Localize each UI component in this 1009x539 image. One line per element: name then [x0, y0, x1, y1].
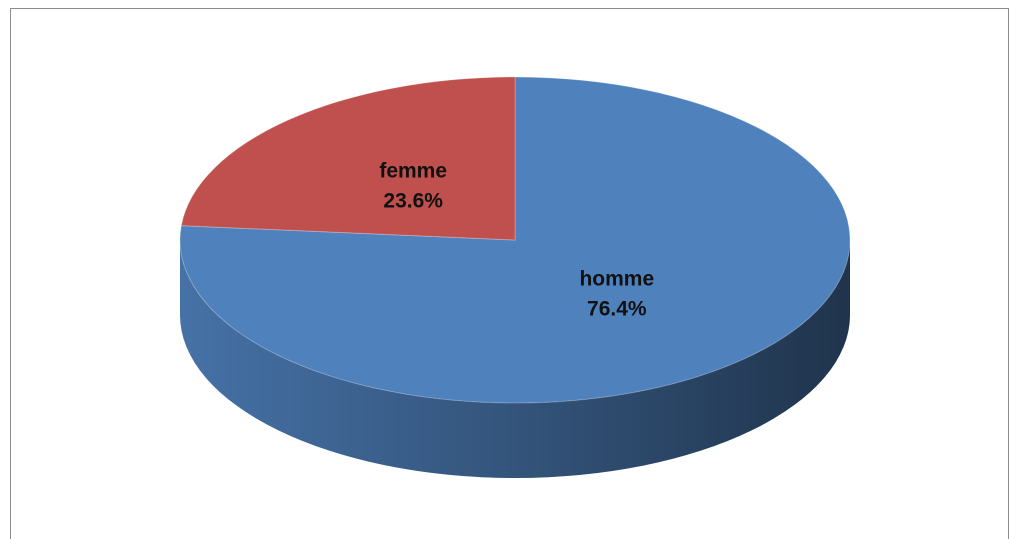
pie-slice: [179, 76, 851, 404]
slice-name: homme: [579, 268, 654, 291]
slice-name: femme: [379, 159, 447, 182]
slice-value: 23.6%: [383, 189, 443, 212]
slice-value: 76.4%: [587, 298, 647, 321]
pie-slice: [180, 76, 516, 241]
side-shading: [180, 240, 850, 478]
